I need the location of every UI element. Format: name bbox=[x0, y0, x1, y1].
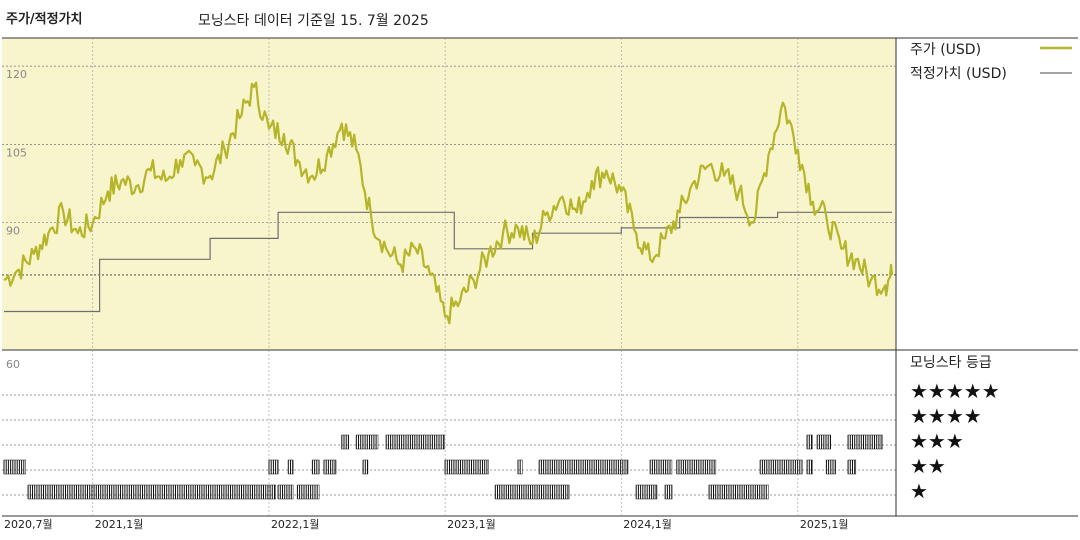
rating-bar-hatch-2-2 bbox=[287, 460, 294, 474]
rating-bar-hatch-1-3 bbox=[806, 435, 812, 449]
stars-2: ★★ bbox=[910, 454, 946, 478]
rating-bar-hatch-1-4 bbox=[816, 435, 831, 449]
fair-value-line bbox=[4, 211, 892, 313]
x-tick-label-0: 2020,7월 bbox=[4, 518, 53, 531]
y-tick-label-2: 90 bbox=[6, 225, 20, 238]
rating-bar-hatch-1-1 bbox=[355, 435, 377, 449]
rating-bar-hatch-2-1 bbox=[268, 460, 279, 474]
rating-bar-hatch-2-3 bbox=[311, 460, 320, 474]
y-axis-ticks: 120 105 90 bbox=[6, 68, 27, 238]
lower-axis-label: 60 bbox=[6, 358, 20, 371]
rating-bar-3-5 bbox=[664, 484, 673, 500]
rating-bar-hatch-3-6 bbox=[708, 485, 767, 499]
rating-bar-hatch-2-10 bbox=[676, 460, 715, 474]
price-line bbox=[3, 81, 894, 325]
data-date-subtitle: 모닝스타 데이터 기준일 15. 7월 2025 bbox=[198, 13, 429, 29]
legend-fair-value-label: 적정가치 (USD) bbox=[910, 66, 1007, 82]
stars-4: ★★★★ bbox=[910, 404, 982, 428]
rating-bar-hatch-2-14 bbox=[847, 460, 856, 474]
rating-bar-hatch-3-0 bbox=[27, 485, 275, 499]
x-axis-ticks: 2020,7월 2021,1월 2022,1월 2023,1월 2024,1월 2025,… bbox=[4, 518, 849, 531]
rating-bar-hatch-2-11 bbox=[759, 460, 803, 474]
rating-bar-1-0 bbox=[341, 434, 349, 450]
rating-bar-hatch-2-6 bbox=[444, 460, 488, 474]
rating-bar-hatch-2-0 bbox=[3, 460, 25, 474]
legend-price-label: 주가 (USD) bbox=[910, 42, 981, 58]
rating-title: 모닝스타 등급 bbox=[910, 355, 992, 371]
upper-grid bbox=[2, 38, 896, 516]
rating-bar-hatch-1-2 bbox=[385, 435, 444, 449]
stars-3: ★★★ bbox=[910, 429, 964, 453]
y-tick-label-0: 120 bbox=[6, 68, 27, 81]
rating-bar-hatch-2-13 bbox=[825, 460, 836, 474]
chart-title: 주가/적정가치 bbox=[6, 12, 83, 27]
rating-bar-hatch-2-5 bbox=[362, 460, 368, 474]
rating-bar-hatch-2-4 bbox=[323, 460, 336, 474]
lower-grid bbox=[2, 394, 896, 496]
rating-bar-hatch-2-7 bbox=[517, 460, 521, 474]
x-tick-label-4: 2024,1월 bbox=[623, 518, 672, 531]
rating-bar-hatch-1-5 bbox=[847, 435, 882, 449]
rating-bar-hatch-3-3 bbox=[494, 485, 569, 499]
rating-bar-hatch-3-4 bbox=[635, 485, 657, 499]
x-tick-label-3: 2023,1월 bbox=[447, 518, 496, 531]
y-tick-label-1: 105 bbox=[6, 146, 27, 159]
x-tick-label-1: 2021,1월 bbox=[95, 518, 144, 531]
rating-bar-hatch-2-12 bbox=[806, 460, 812, 474]
rating-bar-2-3 bbox=[312, 459, 320, 475]
stars-5: ★★★★★ bbox=[910, 379, 1000, 403]
rating-bar-hatch-2-9 bbox=[649, 460, 671, 474]
upper-panel-background bbox=[2, 38, 896, 350]
x-tick-label-5: 2025,1월 bbox=[800, 518, 849, 531]
rating-bar-hatch-2-8 bbox=[538, 460, 628, 474]
rating-bar-hatch-1-0 bbox=[341, 435, 349, 449]
rating-bars bbox=[3, 434, 883, 500]
rating-bar-hatch-3-2 bbox=[296, 485, 318, 499]
rating-bar-hatch-3-5 bbox=[664, 485, 673, 499]
x-tick-label-2: 2022,1월 bbox=[271, 518, 320, 531]
stars-1: ★ bbox=[910, 479, 928, 503]
rating-bar-hatch-3-1 bbox=[277, 485, 292, 499]
